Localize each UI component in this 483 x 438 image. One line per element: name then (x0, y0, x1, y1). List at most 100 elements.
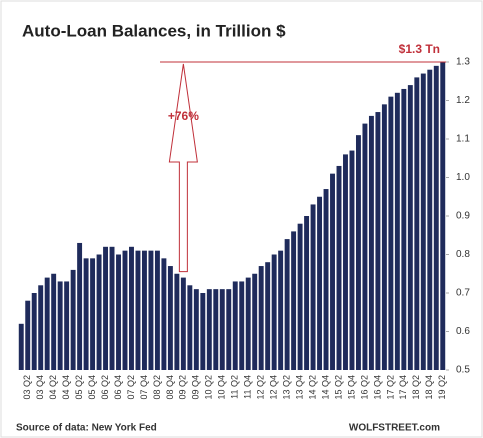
x-tick-label: 16 Q4 (372, 375, 382, 400)
x-tick-label: 12 Q4 (269, 375, 279, 400)
chart-title: Auto-Loan Balances, in Trillion $ (22, 21, 286, 40)
x-tick-label: 05 Q2 (74, 375, 84, 400)
bar (388, 96, 394, 371)
y-tick-label: 0.7 (456, 288, 470, 299)
bar (381, 104, 387, 370)
x-tick-label: 13 Q2 (281, 375, 291, 400)
bar (394, 92, 400, 371)
x-tick-label: 04 Q2 (48, 375, 58, 400)
x-tick-label: 19 Q2 (437, 375, 447, 400)
change-label: +76% (168, 109, 199, 123)
bar (258, 266, 264, 370)
x-tick-label: 17 Q4 (398, 375, 408, 400)
change-arrow (168, 63, 198, 273)
y-tick-label: 0.9 (456, 211, 470, 222)
x-tick-label: 14 Q4 (320, 375, 330, 400)
peak-label: $1.3 Tn (399, 42, 440, 56)
bar (141, 250, 147, 370)
bar (284, 239, 290, 370)
bar (161, 258, 167, 370)
bar (278, 250, 284, 370)
bar (226, 289, 232, 370)
x-tick-label: 05 Q4 (87, 375, 97, 400)
bar (407, 85, 413, 370)
bar (51, 273, 57, 370)
x-tick-label: 07 Q2 (126, 375, 136, 400)
x-tick-label: 03 Q4 (35, 375, 45, 400)
bar (375, 112, 381, 371)
bar (180, 277, 186, 370)
x-tick-label: 15 Q2 (333, 375, 343, 400)
bar (122, 250, 128, 370)
x-tick-label: 09 Q4 (191, 375, 201, 400)
bar (291, 231, 297, 370)
bar (25, 300, 31, 370)
bar (193, 289, 199, 370)
bar (414, 77, 420, 371)
bar (77, 242, 83, 370)
y-tick-label: 0.5 (456, 365, 470, 376)
bar (38, 285, 44, 370)
bar (310, 204, 316, 370)
y-tick-label: 1.1 (456, 134, 470, 145)
y-tick-label: 0.6 (456, 326, 470, 337)
bar (109, 246, 115, 370)
x-tick-label: 07 Q4 (139, 375, 149, 400)
x-tick-label: 06 Q4 (113, 375, 123, 400)
bar (362, 123, 368, 370)
x-tick-label: 13 Q4 (294, 375, 304, 400)
bar (206, 289, 212, 370)
bar (349, 150, 355, 370)
x-tick-label: 18 Q2 (411, 375, 421, 400)
bar (317, 196, 323, 370)
bar (44, 277, 50, 370)
bar (368, 115, 374, 371)
bar (355, 135, 361, 370)
bar (252, 273, 258, 370)
bar (265, 262, 271, 370)
bar (304, 216, 310, 370)
y-tick-label: 1.2 (456, 95, 470, 106)
x-tick-label: 06 Q2 (100, 375, 110, 400)
x-tick-label: 16 Q2 (359, 375, 369, 400)
bar (323, 189, 329, 370)
x-tick-label: 09 Q2 (178, 375, 188, 400)
bar (167, 266, 173, 370)
bar (219, 289, 225, 370)
x-tick-label: 10 Q4 (217, 375, 227, 400)
y-tick-label: 0.8 (456, 249, 470, 260)
x-tick-label: 17 Q2 (385, 375, 395, 400)
bar (401, 88, 407, 370)
bar (433, 65, 439, 370)
x-tick-label: 11 Q4 (243, 375, 253, 399)
bar (330, 173, 335, 370)
credit: WOLFSTREET.com (349, 423, 440, 434)
bar (90, 258, 96, 370)
bar (135, 250, 141, 370)
bar (440, 62, 446, 370)
x-tick-label: 04 Q4 (61, 375, 71, 400)
bar (116, 254, 121, 370)
bar (336, 165, 342, 370)
bar (245, 277, 251, 370)
bar (96, 254, 102, 370)
y-tick-label: 1.3 (456, 57, 470, 68)
bar (103, 246, 109, 370)
source: Source of data: New York Fed (16, 423, 157, 434)
x-tick-label: 08 Q4 (165, 375, 175, 400)
x-tick-label: 03 Q2 (22, 375, 32, 400)
bar (31, 293, 37, 370)
x-tick-label: 12 Q2 (256, 375, 266, 400)
bar (213, 289, 219, 370)
bar (148, 250, 154, 370)
bar (232, 281, 238, 370)
x-tick-label: 18 Q4 (424, 375, 434, 400)
bar (83, 258, 89, 370)
bar (174, 273, 180, 370)
x-tick-label: 08 Q2 (152, 375, 162, 400)
x-tick-label: 10 Q2 (204, 375, 214, 400)
bar (57, 281, 63, 370)
bar (239, 281, 245, 370)
bar (154, 250, 160, 370)
